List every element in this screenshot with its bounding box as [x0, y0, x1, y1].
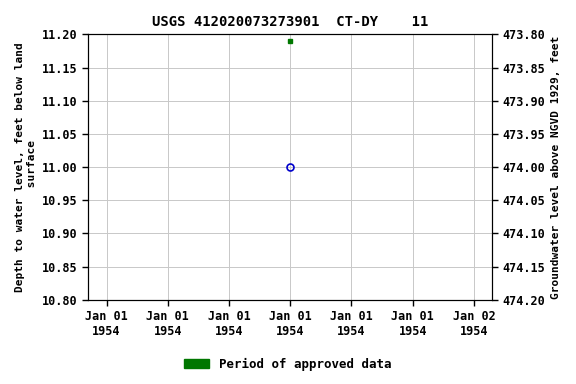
Title: USGS 412020073273901  CT-DY    11: USGS 412020073273901 CT-DY 11: [152, 15, 429, 29]
Y-axis label: Groundwater level above NGVD 1929, feet: Groundwater level above NGVD 1929, feet: [551, 35, 561, 299]
Y-axis label: Depth to water level, feet below land
 surface: Depth to water level, feet below land su…: [15, 42, 37, 292]
Legend: Period of approved data: Period of approved data: [179, 353, 397, 376]
